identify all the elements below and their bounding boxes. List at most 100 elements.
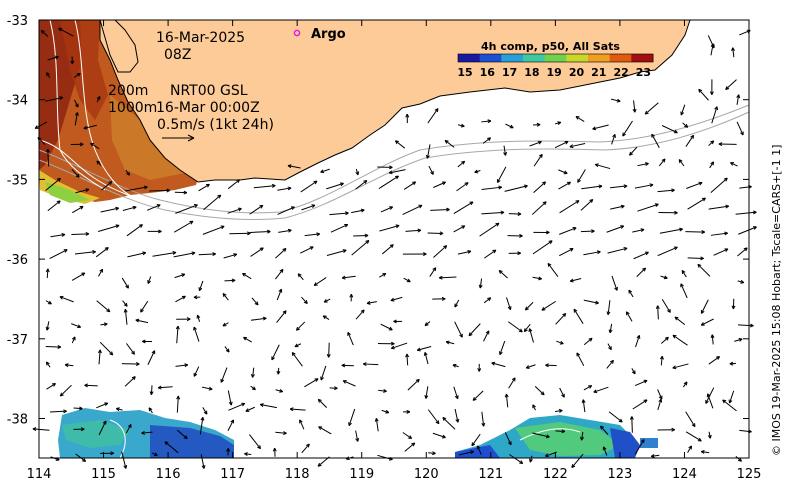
current-arrow-head (497, 180, 501, 183)
current-arrow (71, 272, 86, 281)
current-arrow (481, 186, 502, 190)
current-arrow-head (743, 247, 748, 250)
current-arrow (253, 185, 276, 189)
current-arrow (377, 454, 393, 461)
argo-label: Argo (311, 27, 346, 42)
current-arrow-head (645, 112, 649, 115)
current-arrow (124, 376, 136, 387)
current-arrow-head (688, 445, 692, 449)
current-arrow (276, 288, 282, 301)
current-arrow (96, 300, 111, 313)
current-arrow-head (97, 349, 101, 354)
current-arrow-head (341, 364, 346, 368)
current-arrow (326, 249, 347, 256)
current-arrow-head (60, 394, 64, 397)
current-arrow (407, 378, 420, 391)
current-arrow-head (443, 245, 447, 248)
current-time-label: 16-Mar 00:00Z (156, 100, 260, 116)
current-arrow (658, 158, 666, 167)
current-arrow-head (723, 177, 728, 180)
current-arrow (713, 248, 729, 256)
current-arrow-head (581, 399, 584, 404)
current-arrow (320, 365, 327, 381)
current-arrow (46, 383, 56, 390)
current-arrow (505, 393, 509, 408)
current-arrow-head (363, 179, 367, 182)
colorbar-frame (457, 53, 654, 63)
current-arrow (497, 166, 507, 183)
current-arrow (50, 410, 67, 413)
current-arrow-head (517, 212, 522, 215)
current-arrow (366, 301, 377, 304)
current-arrow-head (525, 308, 529, 311)
current-arrow-head (233, 253, 237, 255)
current-arrow (224, 346, 230, 353)
current-arrow (722, 399, 737, 412)
current-arrow (583, 251, 601, 256)
current-arrow-head (71, 60, 75, 65)
current-arrow-head (445, 341, 450, 345)
current-arrow (660, 336, 669, 344)
current-arrow-head (423, 252, 427, 255)
current-arrow-head (612, 133, 616, 138)
current-arrow (47, 56, 59, 61)
land-coast-west (99, 19, 139, 73)
current-arrow (428, 165, 434, 175)
lon-tick-label: 123 (607, 467, 632, 482)
current-arrow (173, 252, 196, 258)
current-arrow-head (175, 325, 179, 330)
current-arrow-head (640, 439, 645, 442)
current-arrow (472, 390, 484, 401)
current-arrow-head (730, 162, 734, 166)
current-arrow (609, 323, 613, 333)
current-arrow-head (360, 208, 365, 211)
current-arrow-head (342, 249, 347, 251)
current-arrow (49, 249, 68, 259)
current-arrow-head (226, 448, 229, 452)
current-arrow-head (360, 309, 365, 312)
current-arrow (710, 232, 728, 236)
current-arrow (541, 300, 556, 311)
colorbar-swatch (458, 54, 481, 62)
current-arrow-head (432, 451, 436, 454)
current-arrow-head (32, 428, 37, 432)
current-arrow (304, 233, 320, 237)
current-arrow (481, 411, 485, 427)
current-arrow-head (498, 270, 501, 274)
current-arrow-head (316, 232, 320, 235)
current-arrow-head (212, 252, 216, 255)
current-arrow-head (103, 322, 108, 325)
current-arrow-head (461, 123, 465, 127)
current-arrow (202, 386, 213, 390)
current-arrow (471, 433, 481, 447)
current-arrow-head (287, 186, 292, 189)
current-arrow (545, 451, 557, 457)
current-arrow-head (732, 305, 736, 310)
current-arrow (381, 409, 389, 414)
current-source-label: NRT00 GSL (170, 83, 248, 99)
current-arrow-head (115, 224, 120, 226)
current-arrow (46, 321, 50, 331)
current-arrow (547, 263, 559, 277)
current-arrow-head (736, 94, 740, 98)
current-arrow (202, 225, 225, 235)
current-arrow-head (357, 171, 360, 176)
current-arrow (278, 229, 292, 233)
colorbar-swatch (609, 54, 632, 62)
current-arrow (454, 408, 459, 423)
colorbar-tick-label: 17 (502, 66, 517, 79)
current-arrow-head (529, 459, 533, 463)
current-arrow (454, 299, 460, 308)
current-arrow (287, 165, 301, 169)
current-arrow (580, 230, 595, 233)
colorbar-tick-label: 15 (457, 66, 472, 79)
current-arrow (559, 200, 580, 214)
current-arrow-head (500, 210, 505, 213)
current-arrow (681, 270, 687, 278)
current-arrow (508, 377, 516, 389)
current-arrow-head (46, 327, 50, 331)
current-arrow-head (738, 337, 743, 340)
current-arrow-head (184, 363, 188, 366)
current-arrow (45, 97, 63, 102)
current-arrow-head (678, 159, 681, 164)
